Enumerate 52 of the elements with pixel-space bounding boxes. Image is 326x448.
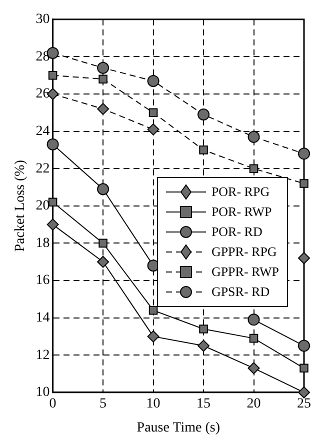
point [198,340,210,352]
x-tick-label: 10 [146,396,160,412]
point [147,123,160,136]
point [298,148,310,160]
point [298,386,310,398]
point [147,330,160,342]
y-tick-label: 16 [36,273,50,288]
point [248,362,260,374]
point [97,256,110,268]
point [46,218,59,231]
point [98,238,108,248]
point [248,130,260,143]
point [248,314,260,326]
point [300,179,308,188]
legend-label: POR- RWP [211,203,272,221]
point [199,324,208,334]
y-tick-label: 18 [36,236,50,251]
x-tick-label: 0 [49,396,56,412]
point [198,108,210,121]
y-tick-label: 10 [36,385,50,400]
legend-label: POR- RD [211,223,262,241]
legend-label: GPPR- RPG [211,243,277,261]
point [249,164,258,173]
point [300,364,308,373]
x-axis-title: Pause Time (s) [136,420,220,436]
y-axis-title: Packet Loss (%) [13,160,28,252]
x-tick-label: 25 [297,396,311,412]
x-tick-label: 15 [196,396,211,412]
point [298,252,310,264]
legend-label: GPPR- RWP [211,263,279,281]
point [148,108,158,118]
legend-label: GPSR- RD [211,283,270,301]
point [98,74,108,84]
point [148,306,158,315]
point [249,334,258,343]
point [199,146,208,154]
point [48,198,58,207]
y-tick-label: 30 [36,12,50,28]
point [147,74,160,87]
y-tick-label: 14 [36,310,50,326]
y-tick-label: 22 [36,161,50,176]
y-tick-label: 12 [36,348,50,363]
point [97,102,110,115]
x-tick-label: 5 [100,396,107,412]
point [298,340,310,352]
point [46,138,59,150]
point [48,70,58,80]
legend-label: POR- RPG [211,183,270,201]
point [97,62,110,74]
point [97,183,110,196]
x-tick-label: 20 [246,396,261,412]
y-tick-label: 24 [36,124,50,139]
